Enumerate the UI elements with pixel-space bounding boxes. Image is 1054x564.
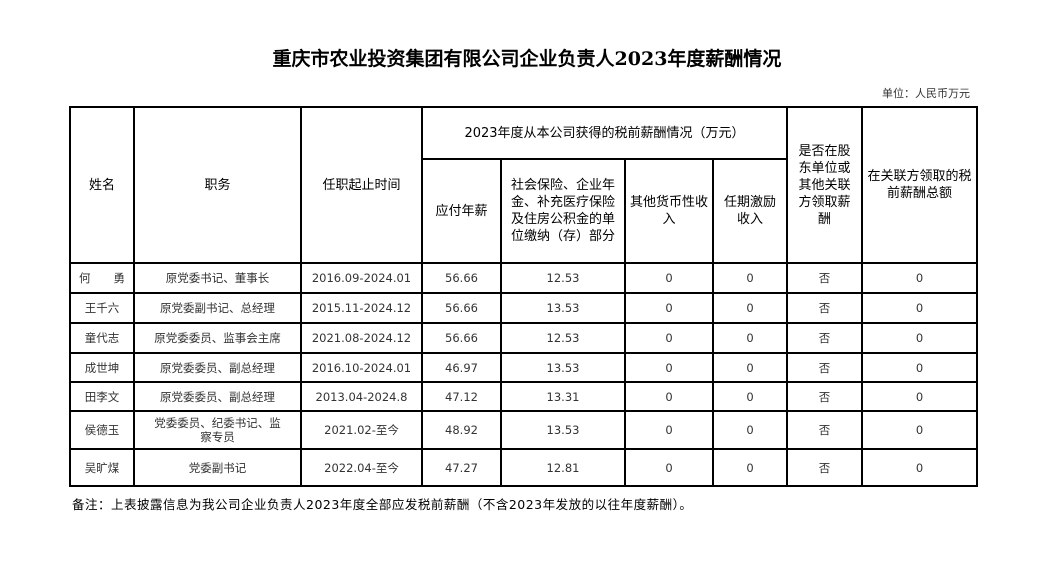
header-social: 社会保险、企业年金、补充医疗保险及住房公积金的单位缴纳（存）部分	[500, 158, 626, 264]
cell-other: 0	[624, 381, 714, 412]
cell-term: 2016.10-2024.01	[300, 352, 423, 383]
header-other: 其他货币性收入	[624, 158, 714, 264]
table-row: 王千六 原党委副书记、总经理 2015.11-2024.12 56.66 13.53 0 0…	[69, 292, 978, 324]
cell-incentive: 0	[712, 352, 788, 383]
cell-related-total: 0	[861, 352, 978, 383]
cell-salary: 48.92	[421, 410, 502, 450]
table-row: 何 勇原党委书记、董事长 2016.09-2024.01 56.66 12.53 0 0 否…	[69, 262, 978, 294]
cell-related: 否	[786, 352, 863, 383]
cell-incentive: 0	[712, 262, 788, 294]
cell-related-total: 0	[861, 381, 978, 412]
cell-term: 2021.08-2024.12	[300, 322, 423, 354]
cell-salary: 47.12	[421, 381, 502, 412]
cell-social: 12.53	[500, 322, 626, 354]
cell-name: 童代志	[69, 322, 135, 354]
cell-related-total: 0	[861, 262, 978, 294]
cell-name: 田李文	[69, 381, 135, 412]
cell-incentive: 0	[712, 381, 788, 412]
cell-related-total: 0	[861, 322, 978, 354]
cell-term: 2022.04-至今	[300, 448, 423, 487]
header-related: 是否在股东单位或其他关联方领取薪酬	[786, 106, 863, 264]
header-term: 任职起止时间	[300, 106, 423, 264]
cell-social: 13.53	[500, 292, 626, 324]
cell-related: 否	[786, 448, 863, 487]
cell-name: 何 勇	[69, 262, 135, 294]
cell-incentive: 0	[712, 322, 788, 354]
cell-name: 王千六	[69, 292, 135, 324]
cell-related: 否	[786, 410, 863, 450]
cell-other: 0	[624, 292, 714, 324]
cell-related: 否	[786, 292, 863, 324]
table-row: 吴旷煤 党委副书记 2022.04-至今 47.27 12.81 0 0 否 0	[69, 448, 978, 487]
cell-other: 0	[624, 352, 714, 383]
cell-term: 2013.04-2024.8	[300, 381, 423, 412]
cell-related-total: 0	[861, 448, 978, 487]
header-incentive: 任期激励收入	[712, 158, 788, 264]
cell-salary: 56.66	[421, 322, 502, 354]
cell-term: 2021.02-至今	[300, 410, 423, 450]
cell-social: 13.31	[500, 381, 626, 412]
cell-salary: 56.66	[421, 292, 502, 324]
table-row: 侯德玉 党委委员、纪委书记、监察专员 2021.02-至今 48.92 13.53 0 0 否…	[69, 410, 978, 450]
cell-related: 否	[786, 322, 863, 354]
cell-related: 否	[786, 381, 863, 412]
cell-name: 侯德玉	[69, 410, 135, 450]
cell-social: 12.53	[500, 262, 626, 294]
header-name: 姓名	[69, 106, 135, 264]
cell-other: 0	[624, 322, 714, 354]
header-related-total: 在关联方领取的税前薪酬总额	[861, 106, 978, 264]
cell-name: 成世坤	[69, 352, 135, 383]
cell-term: 2016.09-2024.01	[300, 262, 423, 294]
cell-position: 原党委副书记、总经理	[133, 292, 302, 324]
cell-name: 吴旷煤	[69, 448, 135, 487]
cell-position: 原党委委员、副总经理	[133, 381, 302, 412]
cell-position: 原党委委员、副总经理	[133, 352, 302, 383]
footnote: 备注：上表披露信息为我公司企业负责人2023年度全部应发税前薪酬（不含2023年…	[72, 497, 693, 512]
cell-position: 党委副书记	[133, 448, 302, 487]
cell-position: 党委委员、纪委书记、监察专员	[133, 410, 302, 450]
salary-table: 姓名 职务 任职起止时间 2023年度从本公司获得的税前薪酬情况（万元） 是否在…	[69, 106, 978, 487]
page-title: 重庆市农业投资集团有限公司企业负责人2023年度薪酬情况	[272, 48, 782, 70]
cell-social: 13.53	[500, 410, 626, 450]
cell-social: 13.53	[500, 352, 626, 383]
cell-incentive: 0	[712, 448, 788, 487]
cell-position: 原党委书记、董事长	[133, 262, 302, 294]
cell-incentive: 0	[712, 292, 788, 324]
cell-other: 0	[624, 410, 714, 450]
table-row: 成世坤 原党委委员、副总经理 2016.10-2024.01 46.97 13.53 0 0…	[69, 352, 978, 383]
unit-label: 单位：人民币万元	[882, 87, 970, 100]
cell-other: 0	[624, 262, 714, 294]
cell-salary: 56.66	[421, 262, 502, 294]
cell-related: 否	[786, 262, 863, 294]
header-salary: 应付年薪	[421, 158, 502, 264]
cell-salary: 46.97	[421, 352, 502, 383]
cell-related-total: 0	[861, 410, 978, 450]
cell-related-total: 0	[861, 292, 978, 324]
header-position: 职务	[133, 106, 302, 264]
header-group: 2023年度从本公司获得的税前薪酬情况（万元）	[421, 106, 788, 160]
cell-social: 12.81	[500, 448, 626, 487]
cell-salary: 47.27	[421, 448, 502, 487]
cell-position: 原党委委员、监事会主席	[133, 322, 302, 354]
cell-incentive: 0	[712, 410, 788, 450]
cell-term: 2015.11-2024.12	[300, 292, 423, 324]
table-row: 童代志 原党委委员、监事会主席 2021.08-2024.12 56.66 12.53 0…	[69, 322, 978, 354]
table-row: 田李文 原党委委员、副总经理 2013.04-2024.8 47.12 13.31 0 0 否…	[69, 381, 978, 412]
cell-other: 0	[624, 448, 714, 487]
